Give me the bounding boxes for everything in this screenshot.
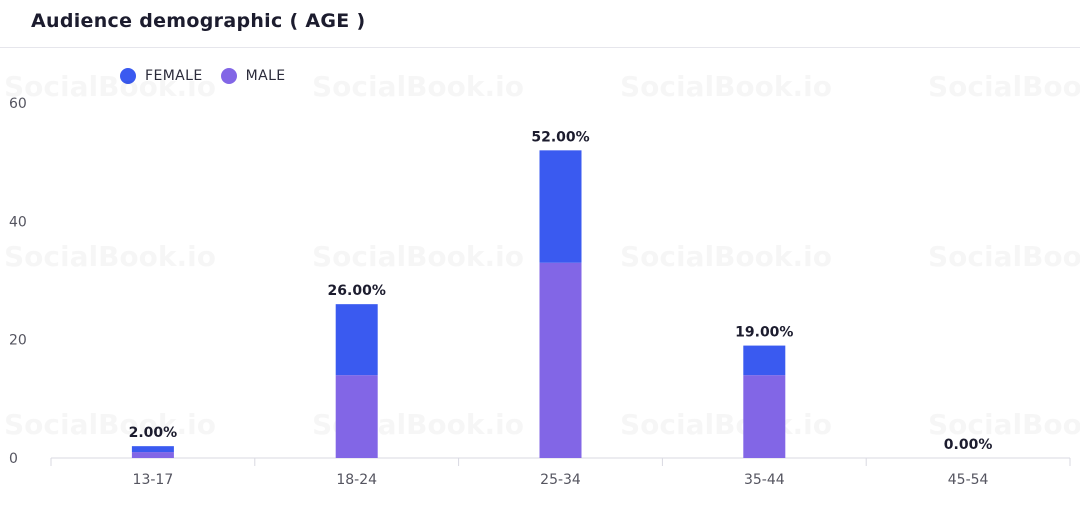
bar-male-13-17[interactable] xyxy=(131,452,174,458)
x-tick-label-13-17: 13-17 xyxy=(133,472,174,488)
chart-legend: FEMALE MALE xyxy=(120,68,304,84)
y-tick-label-60: 60 xyxy=(9,96,27,112)
data-label-13-17: 2.00% xyxy=(129,425,178,441)
legend-item-male[interactable]: MALE xyxy=(220,68,286,84)
y-tick-label-20: 20 xyxy=(9,333,27,349)
bar-female-35-44[interactable] xyxy=(743,345,786,376)
watermark-text-5: SocialBook.io xyxy=(312,240,524,273)
legend-label-female: FEMALE xyxy=(145,68,203,84)
data-label-layer: 2.00% 26.00% 52.00% 19.00% 0.00% xyxy=(129,129,993,453)
y-tick-label-0: 0 xyxy=(9,451,18,467)
bar-female-25-34[interactable] xyxy=(539,150,582,263)
legend-swatch-male xyxy=(220,68,237,84)
watermark-text-7: SocialBook.io xyxy=(928,240,1080,273)
watermark-text-10: SocialBook.io xyxy=(620,408,832,441)
bar-male-18-24[interactable] xyxy=(335,375,378,458)
watermark-text-6: SocialBook.io xyxy=(620,240,832,273)
x-tick-label-45-54: 45-54 xyxy=(948,472,989,488)
bar-male-35-44[interactable] xyxy=(743,375,786,458)
data-label-18-24: 26.00% xyxy=(328,283,386,299)
watermark-text-2: SocialBook.io xyxy=(620,70,832,103)
axis-layer: 13-17 18-24 25-34 35-44 45-54 0 20 40 60 xyxy=(9,96,1071,488)
x-tick-label-25-34: 25-34 xyxy=(540,472,581,488)
bar-layer xyxy=(131,150,786,458)
bar-male-25-34[interactable] xyxy=(539,262,582,458)
watermark-text-0: SocialBook.io xyxy=(4,70,216,103)
x-tick-label-35-44: 35-44 xyxy=(744,472,785,488)
chart-title: Audience demographic ( AGE ) xyxy=(31,10,366,32)
data-label-35-44: 19.00% xyxy=(735,325,793,341)
legend-swatch-female xyxy=(120,68,136,84)
watermark-text-8: SocialBook.io xyxy=(4,408,216,441)
watermark-text-4: SocialBook.io xyxy=(4,240,216,273)
legend-item-female[interactable]: FEMALE xyxy=(120,68,203,84)
watermark-text-3: SocialBook.io xyxy=(928,70,1080,103)
chart-header: Audience demographic ( AGE ) xyxy=(0,0,1080,48)
bar-female-18-24[interactable] xyxy=(335,304,378,376)
legend-label-male: MALE xyxy=(245,68,286,84)
watermark-text-1: SocialBook.io xyxy=(312,70,524,103)
data-label-45-54: 0.00% xyxy=(944,437,993,453)
x-tick-label-18-24: 18-24 xyxy=(336,472,377,488)
bar-female-13-17[interactable] xyxy=(131,446,174,453)
y-tick-label-40: 40 xyxy=(9,214,27,230)
data-label-25-34: 52.00% xyxy=(531,129,589,145)
